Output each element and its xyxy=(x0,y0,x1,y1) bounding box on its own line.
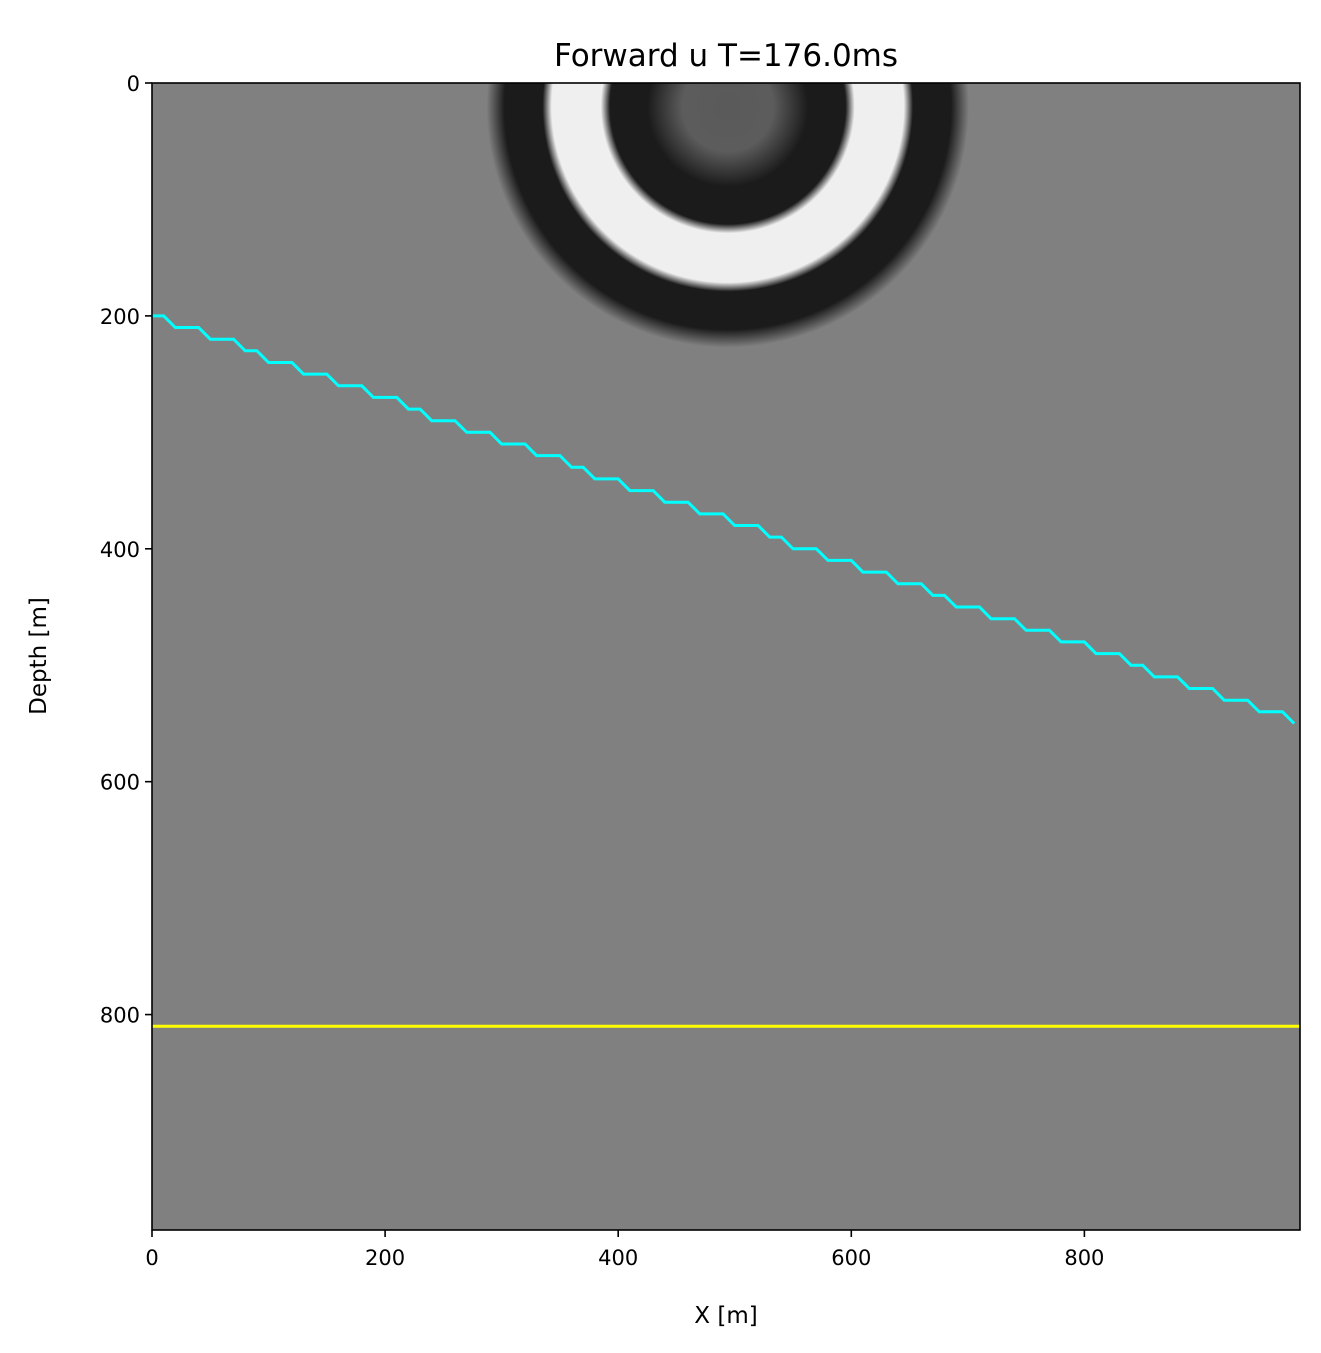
x-tick-label: 400 xyxy=(598,1246,638,1270)
x-tick-label: 200 xyxy=(365,1246,405,1270)
x-tick-label: 800 xyxy=(1064,1246,1104,1270)
chart-title: Forward u T=176.0ms xyxy=(554,38,898,74)
y-axis-label: Depth [m] xyxy=(26,597,52,715)
y-tick-label: 400 xyxy=(100,538,140,562)
x-tick-label: 0 xyxy=(145,1246,158,1270)
plot-frame xyxy=(151,82,1301,1231)
y-tick-label: 0 xyxy=(127,72,140,96)
wavefront-rings xyxy=(471,83,984,363)
y-tick-label: 600 xyxy=(100,771,140,795)
x-axis-label: X [m] xyxy=(694,1303,757,1329)
y-axis-ticks: 0 200 400 600 800 xyxy=(100,72,152,1028)
x-tick-label: 600 xyxy=(831,1246,871,1270)
x-axis-ticks: 0 200 400 600 800 xyxy=(145,1230,1104,1270)
y-tick-label: 200 xyxy=(100,305,140,329)
reflector-line-cyan xyxy=(152,314,1296,725)
y-tick-label: 800 xyxy=(100,1004,140,1028)
